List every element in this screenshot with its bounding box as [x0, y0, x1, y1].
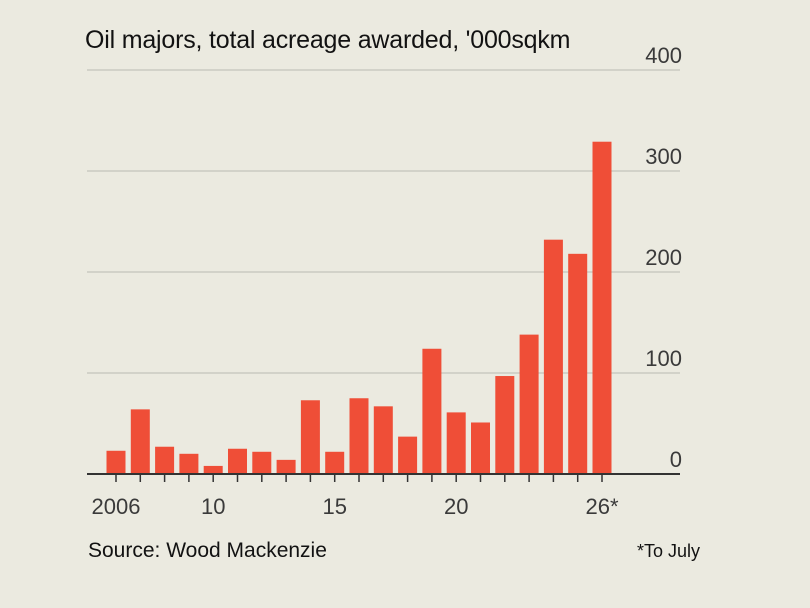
- footnote: *To July: [637, 541, 701, 561]
- bar-2010: [203, 465, 223, 474]
- y-tick-label: 300: [645, 144, 682, 169]
- x-axis-labels: 2006 10 15 20 26*: [92, 494, 619, 519]
- bar-2021: [471, 422, 490, 474]
- bar-2011: [228, 448, 247, 474]
- y-axis-labels: 0 100 200 300 400: [645, 43, 682, 472]
- x-tick-label: 2006: [92, 494, 141, 519]
- y-tick-label: 100: [645, 346, 682, 371]
- x-axis: [87, 473, 680, 482]
- bar-2022: [495, 376, 515, 474]
- bar-2014: [300, 400, 320, 474]
- y-tick-label: 0: [670, 447, 682, 472]
- bar-2016: [349, 398, 369, 474]
- bar-2023: [519, 334, 539, 474]
- x-tick-label: 26*: [585, 494, 618, 519]
- bar-2007: [130, 409, 150, 474]
- x-tick-label: 15: [322, 494, 346, 519]
- source-note: Source: Wood Mackenzie: [88, 539, 327, 562]
- bar-2018: [398, 436, 418, 474]
- chart-title: Oil majors, total acreage awarded, '000s…: [85, 26, 571, 54]
- bar-2012: [252, 451, 272, 474]
- bar-2013: [276, 459, 296, 474]
- bar-2006: [106, 450, 126, 474]
- bars: [106, 141, 612, 474]
- bar-2009: [179, 453, 199, 474]
- bar-2020: [446, 412, 466, 474]
- y-tick-label: 200: [645, 245, 682, 270]
- x-tick-label: 20: [444, 494, 468, 519]
- gridlines: [87, 69, 680, 374]
- y-tick-label: 400: [645, 43, 682, 68]
- bar-2015: [325, 451, 345, 474]
- bar-2024: [543, 239, 563, 474]
- bar-2017: [373, 406, 393, 474]
- bar-2026: [592, 141, 612, 474]
- bar-2025: [568, 253, 588, 474]
- x-tick-label: 10: [201, 494, 225, 519]
- bar-2019: [422, 348, 442, 474]
- bar-2008: [155, 446, 175, 474]
